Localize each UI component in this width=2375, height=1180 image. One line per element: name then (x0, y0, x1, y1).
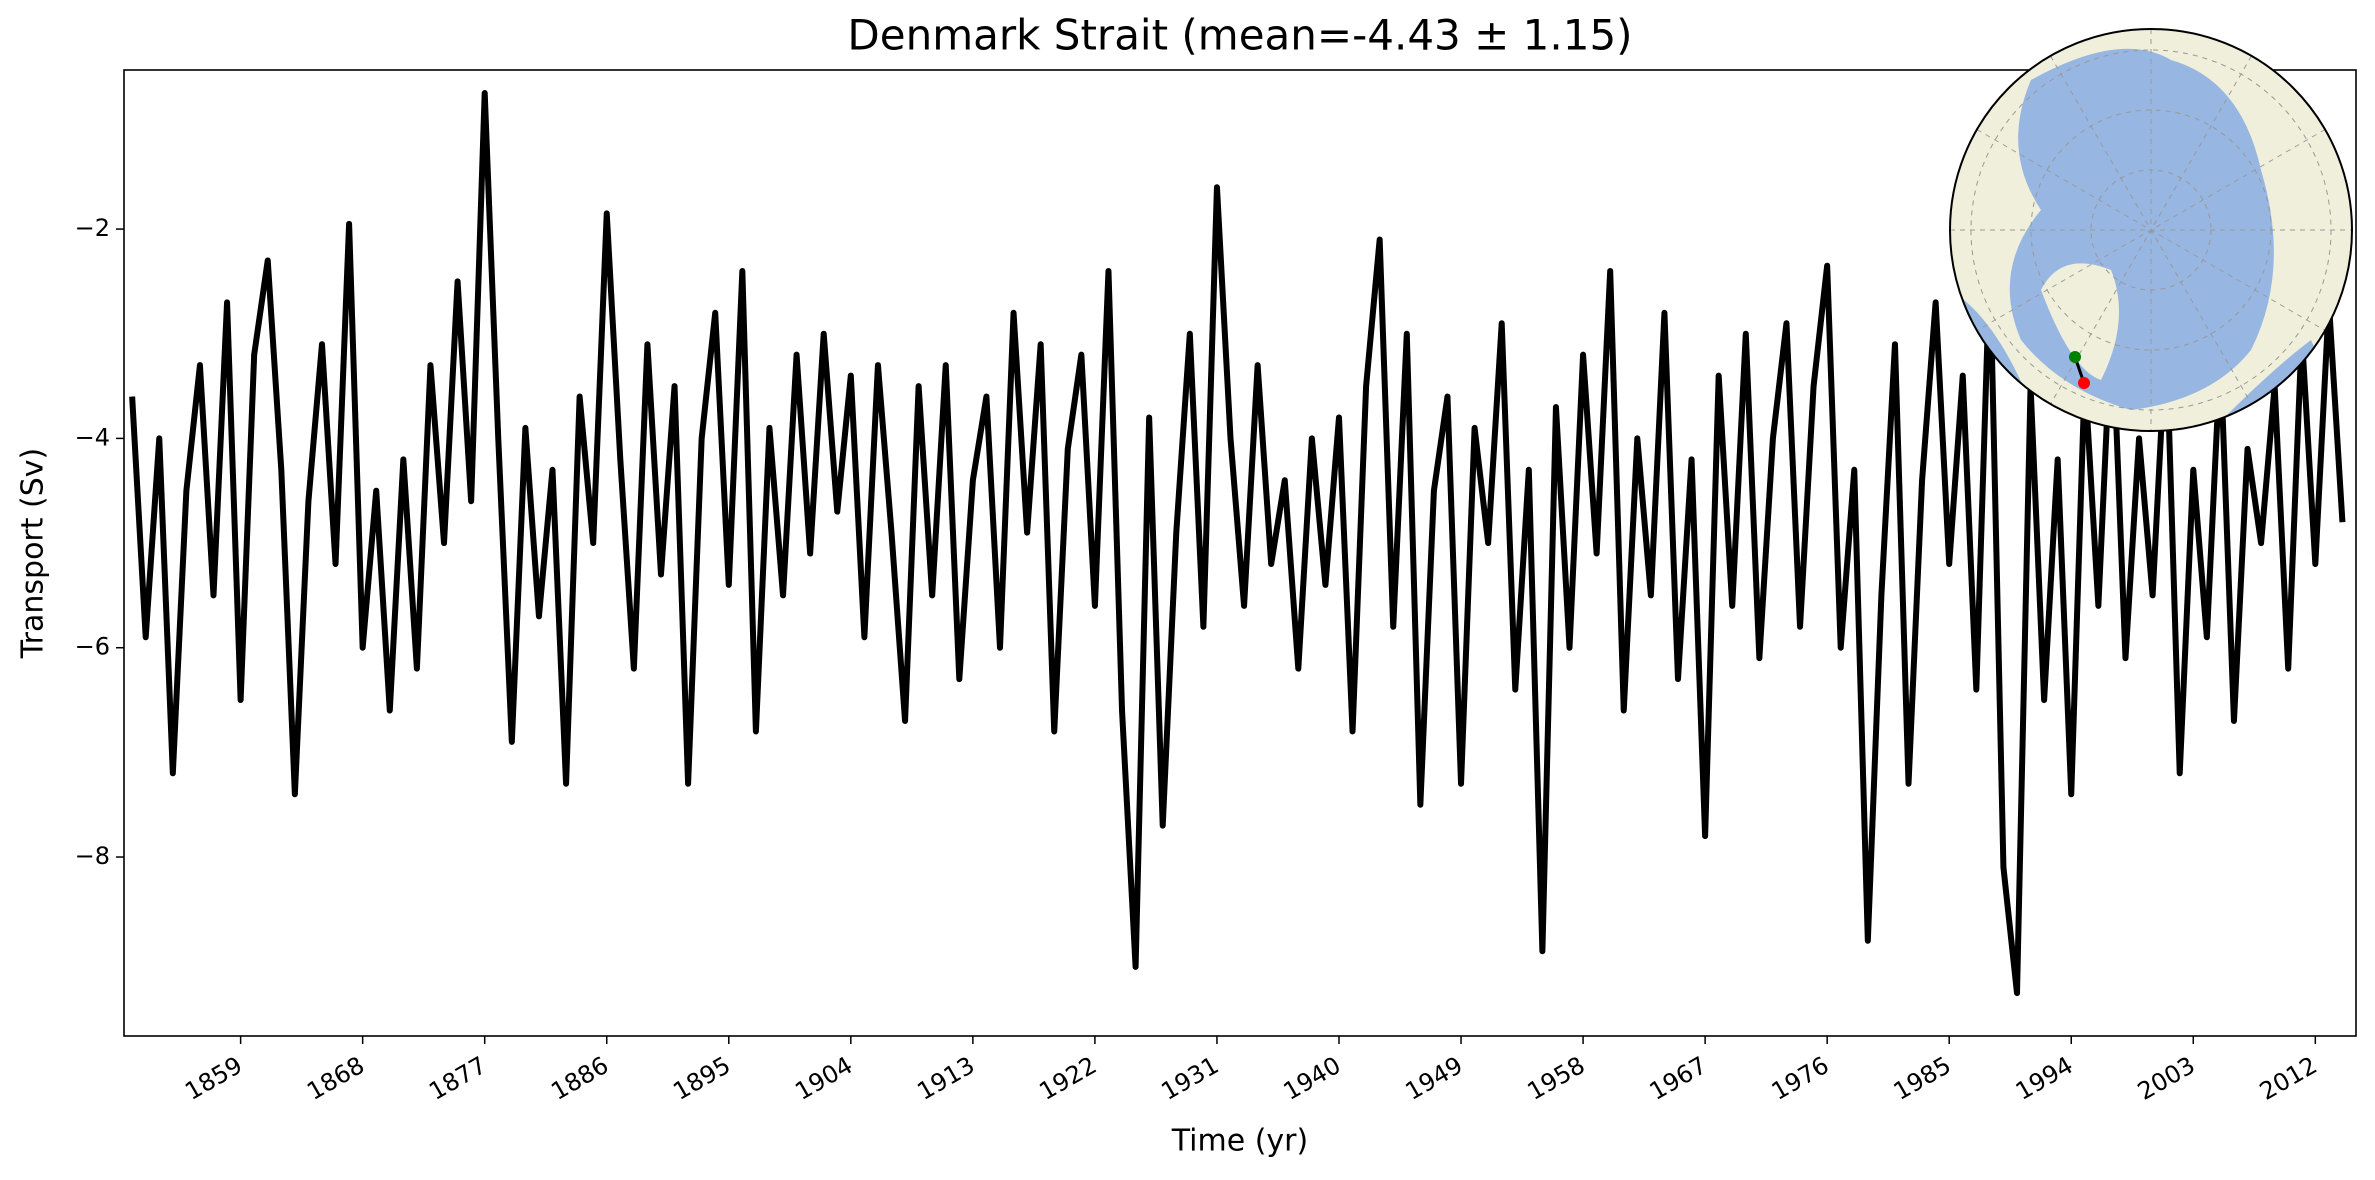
x-tick-label: 1877 (424, 1051, 491, 1106)
map-border (1949, 28, 2353, 432)
y-tick-label: −2 (75, 214, 110, 242)
section-start (2069, 351, 2081, 363)
x-tick-label: 2003 (2133, 1051, 2200, 1106)
x-tick-label: 2012 (2255, 1051, 2322, 1106)
x-tick-label: 1949 (1401, 1051, 1468, 1106)
y-tick-label: −6 (75, 633, 110, 661)
x-tick-label: 1958 (1523, 1051, 1590, 1106)
greenland (2041, 263, 2119, 380)
x-tick-label: 1895 (668, 1051, 735, 1106)
inset-map (1949, 28, 2353, 432)
x-tick-label: 1985 (1889, 1051, 1956, 1106)
longitude-line (1976, 129, 2326, 331)
x-tick-label: 1913 (912, 1051, 979, 1106)
x-tick-label: 1967 (1645, 1051, 1712, 1106)
x-tick-label: 1886 (546, 1051, 613, 1106)
x-tick-label: 1904 (790, 1051, 857, 1106)
chart-title: Denmark Strait (mean=-4.43 ± 1.15) (847, 11, 1632, 60)
plot-frame (123, 69, 2357, 1037)
x-tick-label: 1994 (2011, 1051, 2078, 1106)
x-tick-label: 1940 (1279, 1051, 1346, 1106)
y-tick-label: −4 (75, 423, 110, 451)
section-end (2078, 377, 2090, 389)
x-tick-label: 1931 (1157, 1051, 1224, 1106)
y-axis-label: Transport (Sv) (16, 448, 51, 660)
x-tick-label: 1922 (1035, 1051, 1102, 1106)
x-axis-label: Time (yr) (1171, 1124, 1308, 1159)
y-tick-label: −8 (75, 842, 110, 870)
x-tick-label: 1868 (302, 1051, 369, 1106)
series-line (129, 90, 2346, 997)
x-tick-label: 1976 (1767, 1051, 1834, 1106)
x-tick-label: 1859 (180, 1051, 247, 1106)
map-body (1950, 29, 2352, 431)
